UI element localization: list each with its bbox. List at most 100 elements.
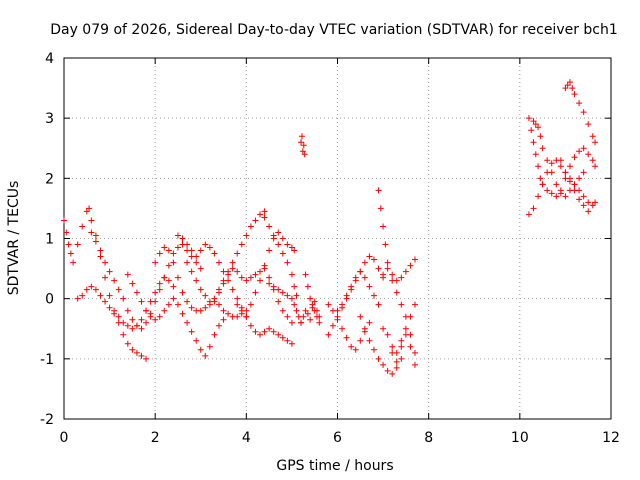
data-point <box>243 277 250 284</box>
data-point <box>152 298 159 305</box>
data-point <box>279 250 286 257</box>
data-point <box>275 241 282 248</box>
data-point <box>188 268 195 275</box>
data-point <box>389 370 396 377</box>
y-tick-label: 4 <box>45 51 54 67</box>
data-point <box>261 328 268 335</box>
x-tick-labels: 0 2 4 6 8 10 12 <box>60 430 620 446</box>
data-point <box>571 91 578 98</box>
data-point <box>261 208 268 215</box>
data-point <box>184 319 191 326</box>
series-s27 <box>557 157 592 215</box>
series-s20 <box>380 256 418 284</box>
data-point <box>225 271 232 278</box>
data-point <box>370 292 377 299</box>
data-point <box>384 259 391 266</box>
data-point <box>288 271 295 278</box>
data-point <box>580 202 587 209</box>
data-point <box>252 217 259 224</box>
data-point <box>266 223 273 230</box>
data-point <box>197 265 204 272</box>
x-tick-label: 2 <box>151 430 160 446</box>
data-point <box>544 157 551 164</box>
data-point <box>143 307 150 314</box>
data-point <box>229 286 236 293</box>
data-point <box>133 289 140 296</box>
data-point <box>65 241 72 248</box>
data-point <box>165 262 172 269</box>
data-point <box>247 301 254 308</box>
data-point <box>61 217 67 224</box>
data-point <box>188 304 195 311</box>
series-s16 <box>325 301 373 353</box>
data-point <box>564 82 571 89</box>
data-point <box>291 283 298 290</box>
data-point <box>366 283 373 290</box>
data-point <box>156 280 163 287</box>
data-point <box>291 301 298 308</box>
data-point <box>266 325 273 332</box>
data-point <box>411 301 418 308</box>
data-point <box>63 229 70 236</box>
data-point <box>393 289 400 296</box>
data-point <box>361 259 368 266</box>
series-s21 <box>380 301 418 356</box>
data-point <box>301 151 308 158</box>
data-point <box>585 151 592 158</box>
x-tick-label: 12 <box>602 430 620 446</box>
data-point <box>402 325 409 332</box>
data-point <box>170 283 177 290</box>
data-point <box>589 202 596 209</box>
data-point <box>576 175 583 182</box>
data-point <box>97 253 104 260</box>
data-point <box>257 331 264 338</box>
data-point <box>377 205 384 212</box>
data-point <box>243 313 250 320</box>
data-point <box>411 256 418 263</box>
data-point <box>111 310 118 317</box>
data-point <box>229 259 236 266</box>
data-point <box>279 289 286 296</box>
data-point <box>275 298 282 305</box>
data-point <box>67 250 74 257</box>
data-point <box>197 247 204 254</box>
data-point <box>307 295 314 302</box>
data-point <box>284 292 291 299</box>
x-axis-label: GPS time / hours <box>276 458 393 474</box>
data-point <box>120 319 127 326</box>
data-point <box>389 271 396 278</box>
data-point <box>170 259 177 266</box>
data-point <box>88 217 95 224</box>
data-point <box>161 274 168 281</box>
series-s13 <box>302 271 323 326</box>
data-point <box>234 301 241 308</box>
data-point <box>535 163 542 170</box>
data-point <box>325 301 332 308</box>
data-point <box>275 286 282 293</box>
series-s15 <box>325 253 387 338</box>
data-point <box>184 298 191 305</box>
chart-title: Day 079 of 2026, Sidereal Day-to-day VTE… <box>50 22 618 38</box>
data-point <box>592 139 599 146</box>
data-point <box>197 346 204 353</box>
data-point <box>300 313 307 320</box>
data-point <box>576 100 583 107</box>
data-point <box>393 358 400 365</box>
data-point <box>138 298 145 305</box>
data-point <box>361 274 368 281</box>
data-point <box>202 304 209 311</box>
data-point <box>407 313 414 320</box>
data-point <box>74 295 81 302</box>
data-point <box>188 328 195 335</box>
data-point <box>152 289 159 296</box>
data-point <box>97 247 104 254</box>
data-point <box>366 337 373 344</box>
data-point <box>592 163 599 170</box>
data-point <box>334 316 341 323</box>
data-point <box>553 181 560 188</box>
series-s11 <box>266 280 305 326</box>
grid-lines <box>64 58 611 419</box>
data-point <box>143 355 150 362</box>
data-point <box>339 325 346 332</box>
data-point <box>325 331 332 338</box>
